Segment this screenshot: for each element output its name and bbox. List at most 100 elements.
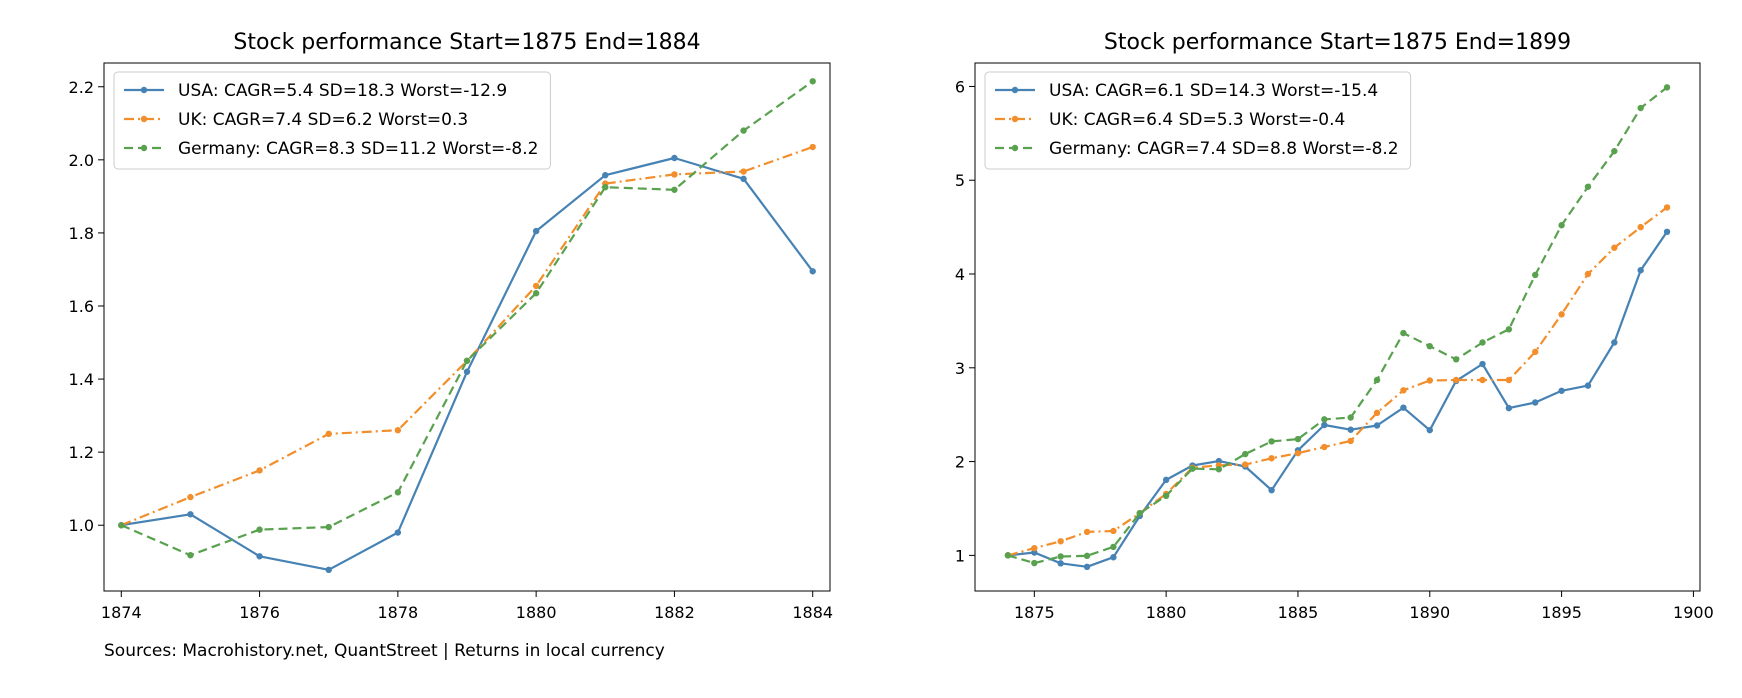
- chart2-series-3-point: [1584, 183, 1592, 190]
- chart1-series-1-point: [740, 175, 747, 183]
- chart2-ytick-label: 6: [955, 77, 965, 96]
- chart2-series-3-point: [1268, 438, 1275, 445]
- chart2-group: Stock performance Start=1875 End=1899 187…: [955, 30, 1714, 622]
- chart1-series-1-point: [809, 268, 816, 275]
- chart2-xtick-label: 1885: [1278, 603, 1319, 622]
- chart2-series-2-point: [1031, 544, 1038, 552]
- chart1-plot-frame: [103, 62, 831, 592]
- chart2-ytick-label: 5: [955, 171, 965, 190]
- chart2-legend-label-2: UK: CAGR=6.4 SD=5.3 Worst=-0.4: [1049, 110, 1345, 130]
- chart2-series-1-point: [1162, 476, 1170, 484]
- chart1-xtick-label: 1882: [654, 603, 695, 622]
- chart1-series-1-point: [256, 553, 263, 560]
- chart2-series-3-point: [1611, 147, 1618, 155]
- chart2-series-1-point: [1505, 404, 1513, 412]
- chart2-ytick-label: 4: [955, 265, 965, 284]
- chart2-series-3-point: [1479, 339, 1486, 346]
- chart1-ytick-label: 1.2: [69, 443, 94, 462]
- chart2-series-3-point: [1083, 552, 1091, 560]
- chart1-legend: USA: CAGR=5.4 SD=18.3 Worst=-12.9 UK: CAG…: [113, 71, 551, 170]
- chart2-series-3-point: [1215, 466, 1223, 473]
- chart2-series-2-point: [1479, 376, 1486, 384]
- chart1-series-line-2: [120, 145, 814, 527]
- chart1-xtick-label: 1874: [101, 603, 142, 622]
- chart1-series-1-point: [394, 529, 402, 536]
- chart2-series-1-point: [1584, 382, 1592, 389]
- chart1-legend-box: [113, 71, 551, 170]
- chart1-series-1-point: [532, 227, 540, 235]
- chart2-series-3-point: [1663, 84, 1671, 91]
- chart2-series-3-point: [1452, 356, 1460, 363]
- chart2-series-1-point: [1057, 560, 1064, 567]
- chart2-series-2-point: [1373, 409, 1381, 417]
- chart2-series-3-point: [1110, 543, 1117, 551]
- chart2-series-line-1: [1007, 231, 1668, 568]
- chart1-series-3-point: [325, 523, 332, 531]
- chart2-series-2-point: [1268, 455, 1275, 462]
- chart1-ytick-label: 2.0: [69, 151, 94, 170]
- chart1-series-2-point: [394, 427, 402, 434]
- chart1-xtick-label: 1878: [377, 603, 418, 622]
- chart2-series-3-point: [1136, 509, 1143, 517]
- chart2-plot-frame: [974, 62, 1701, 592]
- chart2-series-line-2: [1007, 206, 1668, 557]
- chart2-ytick-label: 1: [955, 546, 965, 565]
- chart2-xtick-label: 1895: [1541, 603, 1582, 622]
- chart1-series-1-point: [671, 154, 678, 162]
- chart1-series-3-point: [187, 551, 194, 559]
- footer-source: Sources: Macrohistory.net, QuantStreet |…: [104, 641, 665, 661]
- chart1-series-3-point: [671, 186, 678, 193]
- chart1-xtick-label: 1880: [516, 603, 557, 622]
- chart2-legend-marker-1: [1011, 86, 1019, 94]
- chart2-series-1-point: [1321, 421, 1328, 429]
- chart1-series-3-point: [256, 526, 263, 533]
- chart1-ytick-label: 1.0: [69, 516, 94, 535]
- chart2-series-1-point: [1400, 404, 1407, 411]
- chart2-xtick-label: 1875: [1014, 603, 1055, 622]
- chart1-series-2-point: [256, 467, 263, 474]
- chart2-series-3-point: [1004, 552, 1012, 559]
- chart2-xtick-label: 1890: [1409, 603, 1450, 622]
- chart2-series-3-point: [1162, 492, 1170, 500]
- chart2-legend-label-3: Germany: CAGR=7.4 SD=8.8 Worst=-8.2: [1049, 139, 1399, 159]
- chart2-series-2-point: [1347, 437, 1354, 445]
- chart2-series-2-point: [1242, 461, 1249, 468]
- chart1-series-3-point: [532, 290, 540, 297]
- chart2-series-3-point: [1532, 271, 1539, 279]
- chart1-legend-label-1: USA: CAGR=5.4 SD=18.3 Worst=-12.9: [178, 81, 507, 101]
- chart2-series-2-point: [1321, 443, 1328, 451]
- chart2-series-3-point: [1505, 326, 1513, 333]
- chart2-series-2-point: [1584, 270, 1592, 278]
- chart2-series-1-point: [1110, 554, 1117, 561]
- chart1-ytick-label: 1.8: [69, 224, 94, 243]
- chart2-series-1-point: [1347, 426, 1354, 433]
- chart1-series-1-point: [325, 566, 332, 574]
- chart2-series-2-point: [1663, 204, 1671, 211]
- chart2-series-2-point: [1110, 527, 1117, 535]
- chart1-group: Stock performance Start=1875 End=1884 187…: [69, 30, 834, 622]
- chart2-series-1-point: [1268, 486, 1275, 494]
- chart2-ytick-label: 2: [955, 453, 965, 472]
- chart1-series-2-point: [671, 171, 678, 178]
- chart2-series-3-point: [1426, 343, 1433, 350]
- chart1-series-3-point: [463, 357, 471, 364]
- chart1-title: Stock performance Start=1875 End=1884: [233, 30, 700, 55]
- chart2-series-3-point: [1242, 450, 1249, 458]
- chart1-ytick-label: 2.2: [69, 78, 94, 97]
- chart2-legend-marker-3: [1011, 144, 1019, 152]
- chart1-series-3-point: [118, 522, 125, 529]
- chart1-series-2-point: [325, 430, 332, 438]
- chart1-series-1-point: [187, 511, 194, 518]
- chart1-series-3-point: [809, 78, 816, 85]
- chart1-series-2-point: [187, 493, 194, 501]
- chart2-series-1-point: [1479, 360, 1486, 368]
- chart2-series-1-point: [1373, 422, 1381, 429]
- chart2-series-3-point: [1189, 465, 1196, 472]
- chart1-legend-label-2: UK: CAGR=7.4 SD=6.2 Worst=0.3: [178, 110, 468, 130]
- chart2-series-3-point: [1373, 376, 1381, 384]
- chart2-title: Stock performance Start=1875 End=1899: [1104, 30, 1571, 55]
- chart2-series-1-point: [1663, 228, 1671, 236]
- chart1-legend-marker-1: [140, 86, 148, 94]
- chart1-series-2-point: [532, 282, 540, 290]
